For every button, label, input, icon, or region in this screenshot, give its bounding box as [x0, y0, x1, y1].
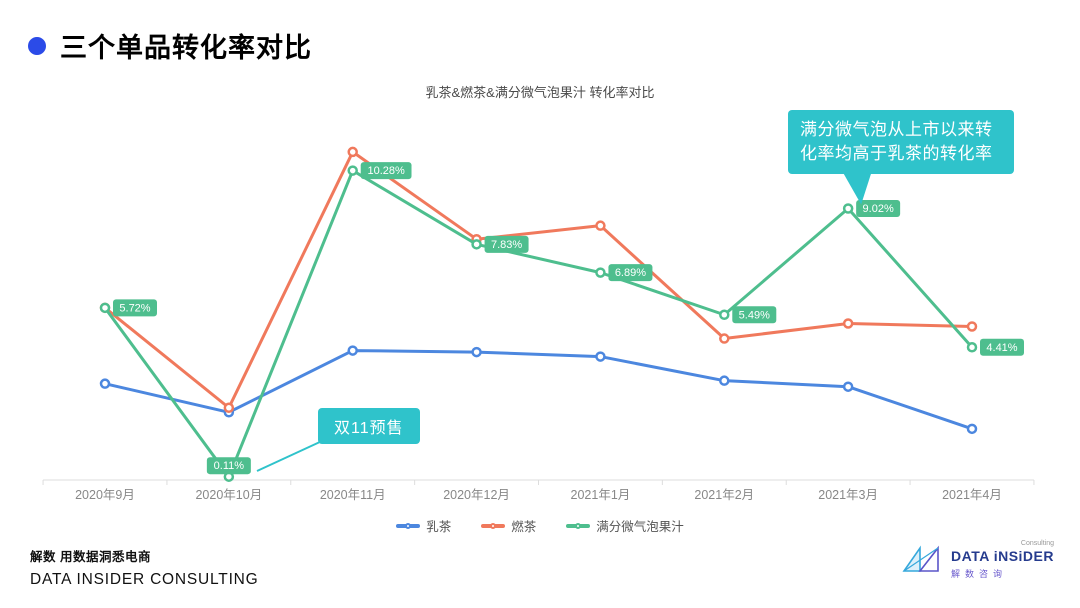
data-point: [347, 345, 358, 356]
legend-marker-icon: [481, 522, 506, 529]
data-point: [347, 165, 358, 176]
point-label-badge: [113, 299, 157, 317]
data-point: [719, 309, 730, 321]
data-point: [719, 375, 730, 386]
series-line: [103, 349, 974, 431]
legend-label: 燃茶: [511, 520, 537, 534]
series-line: [103, 169, 974, 479]
logo-consulting-label: Consulting: [1020, 540, 1054, 547]
point-label-badge: [608, 264, 653, 282]
x-axis-label: 2020年9月: [75, 488, 135, 502]
data-point: [842, 203, 854, 214]
data-point: [595, 267, 606, 278]
data-point: [471, 346, 482, 358]
point-label-badge: [732, 306, 777, 324]
legend-label: 满分微气泡果汁: [596, 520, 684, 534]
annotation-presale-callout: 双11预售: [318, 408, 420, 444]
page-title: 三个单品转化率对比: [60, 33, 312, 63]
callout-pointer-triangle: [838, 164, 875, 205]
point-label-badge: [360, 162, 412, 180]
point-label-badge: [484, 235, 529, 253]
point-label-text: 5.72%: [119, 302, 150, 314]
x-axis-label: 2021年2月: [694, 488, 754, 502]
data-point: [223, 402, 235, 414]
x-axis-label: 2020年11月: [320, 488, 386, 502]
data-point: [595, 351, 606, 362]
point-label-badge: [206, 457, 251, 475]
bowtie-logo-icon: [902, 545, 939, 572]
footer-left: 解数 用数据洞悉电商 DATA INSIDER CONSULTING: [30, 546, 259, 589]
data-point: [966, 342, 978, 353]
data-point: [595, 220, 606, 231]
data-point: [842, 318, 854, 329]
chart-legend: 乳茶 燃茶 满分微气泡果汁: [0, 516, 1080, 535]
x-axis-label: 2020年10月: [195, 488, 262, 502]
header: 三个单品转化率对比: [28, 26, 312, 65]
callout-pointer-line: [256, 440, 323, 472]
chart-title: 乳茶&燃茶&满分微气泡果汁 转化率对比: [425, 85, 655, 100]
company-logo: Consulting DATA iNSiDER 解数咨询: [901, 540, 1054, 580]
logo-brand-label: DATA iNSiDER: [951, 548, 1054, 564]
point-label-text: 9.02%: [863, 203, 894, 215]
point-label-text: 5.49%: [739, 309, 770, 321]
ring-bullet-icon: [28, 36, 46, 55]
legend-marker-icon: [566, 522, 591, 529]
data-point: [471, 239, 482, 250]
series-line: [103, 150, 974, 410]
data-point: [719, 333, 730, 344]
point-label-text: 7.83%: [491, 239, 522, 251]
data-point: [99, 302, 111, 314]
footer-brand: DATA INSIDER CONSULTING: [30, 571, 259, 588]
legend-item[interactable]: 乳茶: [396, 516, 451, 535]
legend-marker-icon: [396, 522, 421, 529]
x-axis-label: 2021年3月: [818, 488, 878, 502]
point-label-text: 0.11%: [214, 460, 245, 472]
data-point: [842, 381, 854, 392]
footer-tagline: 解数 用数据洞悉电商: [30, 550, 151, 564]
legend-label: 乳茶: [426, 520, 452, 534]
point-label-badge: [980, 338, 1024, 356]
x-axis-label: 2020年12月: [443, 488, 510, 502]
annotation-highlight-callout: 满分微气泡从上市以来转化率均高于乳茶的转化率: [788, 110, 1014, 175]
data-point: [966, 321, 978, 332]
point-label-text: 6.89%: [615, 267, 646, 279]
legend-item[interactable]: 满分微气泡果汁: [566, 516, 684, 535]
point-label-text: 4.41%: [986, 342, 1017, 354]
point-label-badge: [856, 199, 901, 217]
x-axis-label: 2021年4月: [942, 488, 1002, 502]
data-point: [99, 378, 111, 389]
x-axis-label: 2021年1月: [571, 488, 631, 502]
legend-item[interactable]: 燃茶: [481, 516, 536, 535]
point-label-text: 10.28%: [367, 165, 405, 177]
data-point: [347, 146, 358, 158]
logo-texts: Consulting DATA iNSiDER 解数咨询: [951, 540, 1054, 580]
data-point: [966, 423, 978, 435]
logo-cn-label: 解数咨询: [951, 569, 1008, 579]
